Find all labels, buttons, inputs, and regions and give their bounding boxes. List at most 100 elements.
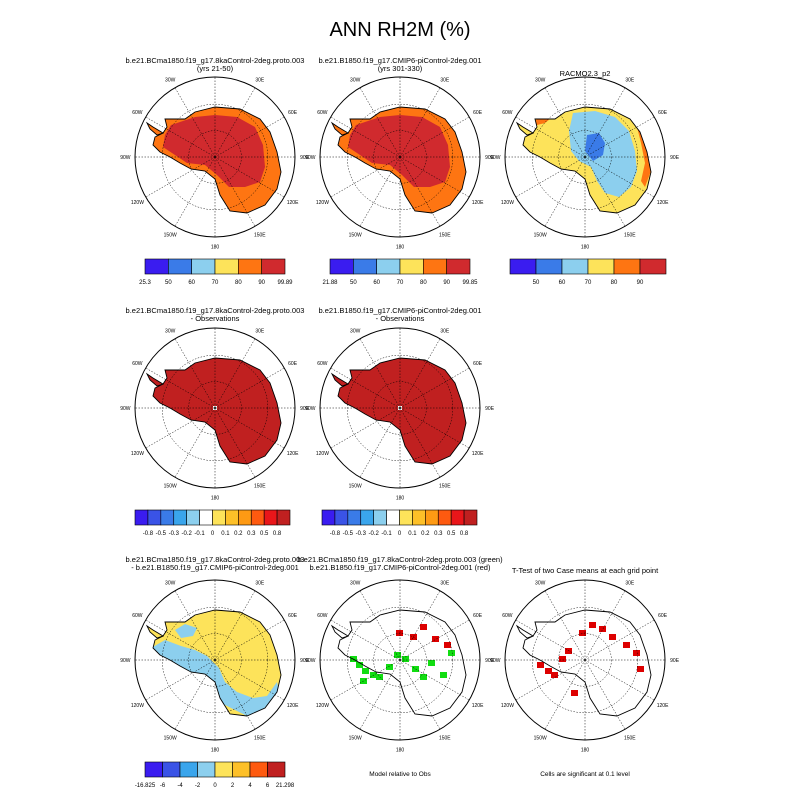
meridian-1-5 (399, 156, 441, 227)
colorbar-label-2-3: 80 (611, 280, 618, 286)
colorbar-label-4-0: -0.8 (330, 531, 341, 537)
lon-label-7-1: 30E (625, 580, 635, 586)
margin-e-2 (637, 127, 651, 187)
meridian-0-8 (145, 156, 216, 198)
lon-label-2-2: 60W (502, 110, 513, 116)
colorbar-label-3-10: 0.8 (273, 531, 282, 537)
meridian-7-7 (544, 659, 586, 730)
lon-label-4-7: 120E (472, 451, 484, 457)
meridian-1-4 (399, 156, 470, 198)
colorbar-box-5-0 (144, 761, 163, 778)
lon-label-0-5: 90E (300, 155, 310, 161)
colorbar-label-4-7: 0.2 (421, 531, 430, 537)
lon-label-5-10: 180 (211, 748, 220, 754)
coastline-2 (522, 106, 652, 214)
meridian-3-11 (174, 338, 216, 409)
colorbar-label-0-4: 80 (235, 280, 242, 286)
lon-label-6-10: 180 (396, 748, 405, 754)
meridian-6-7 (359, 659, 401, 730)
map-boundary-5 (134, 579, 296, 741)
colorbar-box-4-10 (450, 509, 465, 526)
parallel-0-0 (188, 130, 242, 184)
meridian-1-1 (399, 87, 441, 158)
lon-label-6-8: 150W (349, 736, 362, 742)
core-1 (348, 115, 450, 187)
map-boundary-0 (134, 76, 296, 238)
parallel-1-1 (346, 103, 454, 211)
lon-label-1-1: 30E (440, 77, 450, 83)
parallel-4-0 (373, 381, 427, 435)
colorbar-label-1-6: 99.85 (462, 280, 478, 286)
colorbar-box-2-0 (509, 258, 537, 275)
meridian-1-2 (399, 116, 470, 158)
lon-label-1-0: 30W (350, 77, 361, 83)
meridian-1-11 (359, 87, 401, 158)
colorbar-label-3-0: -0.8 (143, 531, 154, 537)
colorbar-label-3-8: 0.3 (247, 531, 256, 537)
colorbar-label-4-8: 0.3 (434, 531, 443, 537)
coastline-3 (152, 357, 282, 465)
lon-label-3-10: 180 (211, 496, 220, 502)
colorbar-label-4-4: -0.1 (381, 531, 392, 537)
colorbar-label-5-8: 21.298 (276, 783, 295, 789)
sig-cell-7-1 (545, 668, 552, 674)
peninsula-coast-6 (330, 624, 350, 639)
meridian-3-8 (145, 407, 216, 449)
colorbar-label-5-5: 2 (231, 783, 235, 789)
colorbar-box-1-1 (353, 258, 377, 275)
colorbar-label-5-6: 4 (248, 783, 252, 789)
lon-label-3-7: 120E (287, 451, 299, 457)
lon-label-7-9: 150E (624, 736, 636, 742)
colorbar-label-4-9: 0.5 (447, 531, 456, 537)
colorbar-box-4-8 (425, 509, 439, 526)
sig-red-cell-6-1 (410, 634, 417, 640)
colorbar-box-0-4 (238, 258, 262, 275)
colorbar-box-0-2 (191, 258, 216, 275)
parallel-3-1 (161, 354, 269, 462)
meridian-0-2 (214, 116, 285, 158)
colorbar-label-5-7: 6 (266, 783, 270, 789)
lon-label-2-6: 120W (501, 200, 514, 206)
colorbar-box-2-1 (535, 258, 563, 275)
sig-cell-6-12 (448, 650, 455, 656)
meridian-6-1 (399, 590, 441, 661)
colorbar-box-5-4 (214, 761, 233, 778)
sig-cell-7-0 (537, 662, 544, 668)
lon-label-7-6: 120W (501, 703, 514, 709)
lon-label-3-3: 60E (288, 361, 298, 367)
panel-title-2: RACMO2.3_p2 (560, 69, 611, 78)
meridian-4-11 (359, 338, 401, 409)
colorbar-box-3-6 (212, 509, 226, 526)
lon-label-5-3: 60E (288, 613, 298, 619)
lon-label-4-0: 30W (350, 328, 361, 334)
colorbar-box-3-2 (160, 509, 175, 526)
sig-cell-7-7 (599, 626, 606, 632)
lon-label-4-3: 60E (473, 361, 483, 367)
figure-title: ANN RH2M (%) (329, 19, 470, 41)
coastline-7 (522, 609, 652, 717)
lon-label-3-6: 120W (131, 451, 144, 457)
lon-label-4-2: 60W (317, 361, 328, 367)
panel-title-0: b.e21.BCma1850.f19_g17.8kaControl-2deg.p… (126, 56, 305, 65)
panel-footer-7: Cells are significant at 0.1 level (540, 771, 630, 778)
meridian-5-10 (145, 619, 216, 661)
lon-label-1-3: 60E (473, 110, 483, 116)
lon-label-2-9: 150E (624, 233, 636, 239)
lon-label-1-8: 150W (349, 233, 362, 239)
colorbar-label-4-3: -0.2 (368, 531, 379, 537)
parallel-7-1 (531, 606, 639, 714)
sig-cell-7-8 (609, 634, 616, 640)
colorbar-label-0-5: 90 (258, 280, 265, 286)
sig-cell-7-4 (565, 648, 572, 654)
lon-label-7-10: 180 (581, 748, 590, 754)
meridian-2-4 (584, 156, 655, 198)
parallel-2-0 (558, 130, 612, 184)
panel-title-6: b.e21.BCma1850.f19_g17.8kaControl-2deg.p… (297, 555, 503, 564)
colorbar-box-4-9 (437, 509, 452, 526)
colorbar-box-1-5 (446, 258, 471, 275)
panel-subtitle-1: (yrs 301-330) (378, 64, 423, 73)
colorbar-label-0-3: 70 (212, 280, 219, 286)
map-boundary-4 (319, 327, 481, 489)
lon-label-5-6: 120W (131, 703, 144, 709)
